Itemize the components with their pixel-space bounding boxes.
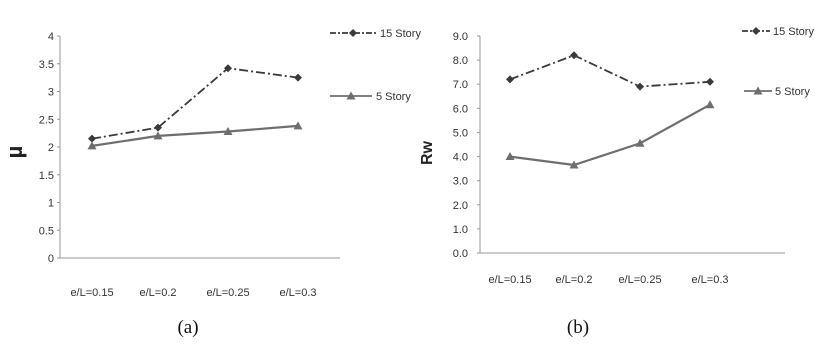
charta-ytick-label: 1.5 — [39, 170, 54, 182]
chartb-y-axis-label: Rw — [419, 140, 436, 165]
charta-ytick-label: 3 — [48, 87, 54, 99]
chartb-data-point — [706, 77, 714, 86]
chartb-ytick-label: 3.0 — [453, 176, 468, 188]
charta-data-point — [223, 126, 233, 135]
charta-ytick-label: 4 — [48, 31, 54, 43]
charta-xtick-label: e/L=0.2 — [139, 287, 176, 299]
charta-series-line — [91, 67, 299, 140]
charta-data-point — [294, 73, 302, 82]
charta-ytick-label: 2.5 — [39, 114, 54, 126]
chartb-data-point — [569, 160, 579, 169]
chartb-legend-marker — [752, 27, 760, 35]
chartb-ytick-label: 7.0 — [453, 79, 468, 91]
chartb-xtick-label: e/L=0.3 — [691, 274, 728, 286]
charta-legend-marker — [346, 91, 356, 100]
chartb-series-line — [509, 54, 711, 88]
chartb-ytick-label: 2.0 — [453, 200, 468, 212]
charta-xtick-label: e/L=0.3 — [279, 287, 316, 299]
charta-ytick-label: 0.5 — [39, 225, 54, 237]
charta-series-line — [91, 124, 299, 147]
charta-ytick-label: 2 — [48, 142, 54, 154]
charta-ytick-label: 0 — [48, 253, 54, 265]
chartb-ytick-label: 9.0 — [453, 31, 468, 43]
chartb-data-point — [570, 51, 578, 60]
charta-legend-marker — [349, 29, 357, 37]
chartb-caption: (b) — [567, 317, 589, 338]
chartb-ytick-label: 6.0 — [453, 103, 468, 115]
chartb-ytick-label: 8.0 — [453, 55, 468, 67]
chartb-xtick-label: e/L=0.25 — [618, 274, 661, 286]
chartb-legend-label: 15 Story — [773, 26, 814, 38]
charta-legend-label: 15 Story — [380, 28, 421, 40]
chartb-series-line — [509, 103, 711, 167]
chartb-ytick-label: 5.0 — [453, 127, 468, 139]
charta-data-point — [293, 121, 303, 130]
charta-ytick-label: 3.5 — [39, 59, 54, 71]
charta-data-point — [87, 141, 97, 150]
chartb-data-point — [705, 100, 715, 109]
chartb-data-point — [636, 82, 644, 91]
chartb-xtick-label: e/L=0.15 — [488, 274, 531, 286]
chartb-legend-marker — [753, 86, 763, 95]
charta-ytick-label: 1 — [48, 198, 54, 210]
chartb-ytick-label: 4.0 — [453, 152, 468, 164]
chartb-data-point — [635, 138, 645, 147]
charta-data-point — [224, 64, 232, 73]
charta-xtick-label: e/L=0.25 — [206, 287, 249, 299]
chartb-data-point — [505, 152, 515, 161]
charta-data-point — [154, 123, 162, 132]
charta-caption: (a) — [177, 317, 198, 338]
charta-y-axis-label: µ — [2, 146, 27, 159]
chartb-legend-label: 5 Story — [775, 86, 810, 98]
chartb-ytick-label: 1.0 — [453, 224, 468, 236]
charta-legend-label: 5 Story — [376, 91, 411, 103]
charta-data-point — [88, 134, 96, 143]
charta-xtick-label: e/L=0.15 — [70, 287, 113, 299]
chartb-ytick-label: 0.0 — [453, 248, 468, 260]
chartb-xtick-label: e/L=0.2 — [555, 274, 592, 286]
chartb-data-point — [506, 75, 514, 84]
charta-data-point — [153, 131, 163, 140]
